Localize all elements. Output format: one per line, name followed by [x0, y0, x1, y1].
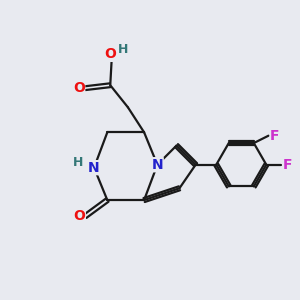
Text: O: O: [74, 209, 85, 223]
Text: F: F: [270, 129, 280, 143]
Text: H: H: [118, 44, 129, 56]
Text: N: N: [88, 161, 100, 175]
Text: N: N: [152, 158, 163, 172]
Text: H: H: [73, 156, 83, 169]
Text: O: O: [104, 47, 116, 61]
Text: F: F: [283, 158, 292, 172]
Text: O: O: [73, 81, 85, 95]
